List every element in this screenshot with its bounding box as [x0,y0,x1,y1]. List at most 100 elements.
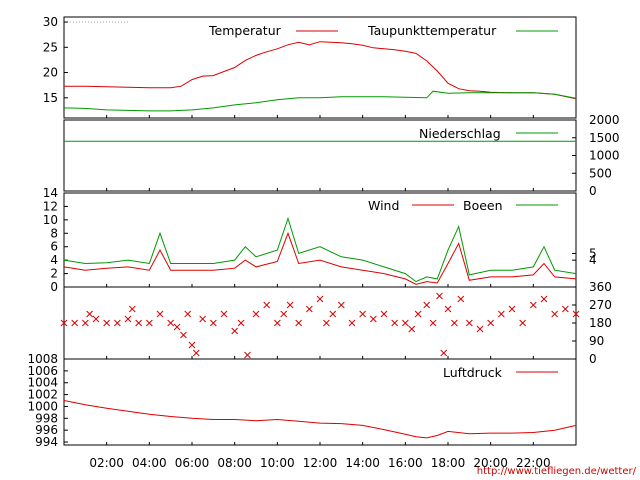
pressure-series-luftdruck [63,400,577,439]
wind_direction-point [280,310,288,318]
wind-ytick-label: 12 [43,199,58,213]
x-tick-label: 16:00 [388,456,423,470]
x-tick-label: 14:00 [345,456,380,470]
wind_direction-point [184,310,192,318]
wind-series-wind [63,231,577,285]
wind_direction-point [561,305,569,313]
wind_direction-point [572,310,580,318]
wind_direction-point [423,301,431,309]
precipitation-ytick-right-label: 1500 [589,131,620,145]
pressure-ytick-label: 998 [35,411,58,425]
wind_direction-point [263,301,271,309]
pressure-ytick-label: 994 [35,435,58,449]
wind_direction-point [323,319,330,327]
wind_direction-point [429,319,437,327]
wind_direction-point [337,301,345,309]
wind_direction-point [551,310,559,318]
x-tick-label: 08:00 [217,456,252,470]
legend-niederschlag: Niederschlag [419,126,501,141]
wind_direction-point [519,319,527,327]
credit-link[interactable]: http://www.tiefliegen.de/wetter/ [477,466,637,477]
wind-ytick-label: 14 [43,186,58,200]
wind_direction-point [231,327,239,335]
temperature-ytick-label: 15 [43,91,58,105]
wind_direction-point [436,292,443,300]
temperature-ytick-label: 20 [43,66,58,80]
temperature-series-taupunkttemperatur [63,90,577,112]
legend-wind: Wind [368,198,399,213]
wind_direction-point [295,319,303,327]
wind_direction-point [199,315,207,323]
wind_direction-point [369,315,377,323]
wind_direction-point [487,319,495,327]
legend-taupunkttemperatur: Taupunkttemperatur [367,23,497,38]
temperature-ytick-label: 30 [43,15,58,29]
wind_direction-ytick-right-label: 270 [589,298,612,312]
x-tick-label: 04:00 [132,456,167,470]
wind_direction-point [457,295,465,303]
wind_direction-point [529,301,537,309]
wind_direction-ytick-right-label: 0 [589,352,597,366]
pressure-ytick-label: 1006 [27,364,58,378]
x-tick-label: 18:00 [431,456,466,470]
wind_direction-point [237,319,245,327]
pressure-ytick-label: 1004 [27,376,58,390]
wind_direction-point [408,325,416,333]
wind_direction-point [209,319,217,327]
x-tick-label: 12:00 [303,456,338,470]
wind_direction-point [180,331,187,339]
wind_direction-point [305,305,313,313]
precipitation-ytick-right-label: 2000 [589,113,620,127]
pressure-ytick-label: 1000 [27,399,58,413]
wind-ytick-label: 6 [50,240,58,254]
wind-ytick-label: 8 [50,226,58,240]
wind_direction-point [113,319,121,327]
wind_direction-point [60,319,68,327]
x-tick-label: 02:00 [89,456,124,470]
pressure-ytick-label: 996 [35,423,58,437]
temperature-frame [63,16,577,119]
wind_direction-point [440,349,448,357]
wind-ytick-right-label: 4 [589,253,597,267]
legend-boeen: Boeen [463,198,503,213]
wind_direction-point [192,349,200,357]
temperature-ytick-label: 25 [43,40,58,54]
x-tick-label: 06:00 [175,456,210,470]
wind-ytick-label: 0 [50,280,58,294]
wind_direction-frame [63,286,577,360]
wind_direction-ytick-right-label: 90 [589,334,604,348]
wind_direction-point [92,315,100,323]
wind_direction-point [286,301,294,309]
wind_direction-ytick-right-label: 360 [589,280,612,294]
x-tick-label: 10:00 [260,456,295,470]
precipitation-ytick-right-label: 500 [589,166,612,180]
wind_direction-point [135,319,143,327]
wind_direction-point [329,310,337,318]
wind_direction-point [414,310,422,318]
plot-layer: 1520253005001000150020000246810121445090… [27,15,619,470]
wind_direction-point [451,319,458,327]
wind_direction-point [71,319,79,327]
wind_direction-point [380,310,388,318]
legend-layer: Temperatur Taupunkttemperatur Niederschl… [208,23,558,380]
wind_direction-point [465,319,473,327]
wind_direction-point [86,310,93,318]
wind_direction-point [252,310,260,318]
wind_direction-point [81,319,89,327]
wind_direction-point [444,305,452,313]
wind-ytick-right-label: 5 [589,246,597,260]
wind_direction-point [173,323,181,331]
wind_direction-point [273,319,281,327]
wind_direction-point [103,319,111,327]
wind_direction-point [359,310,367,318]
wind-ytick-label: 4 [50,253,58,267]
wind_direction-point [220,310,228,318]
legend-temperatur: Temperatur [208,23,282,38]
pressure-ytick-label: 1002 [27,388,58,402]
wind_direction-point [124,315,132,323]
wind_direction-point [391,319,399,327]
wind_direction-point [508,305,516,313]
wind_direction-point [145,319,153,327]
wind_direction-point [497,310,505,318]
wind-series-boeen [63,216,577,283]
